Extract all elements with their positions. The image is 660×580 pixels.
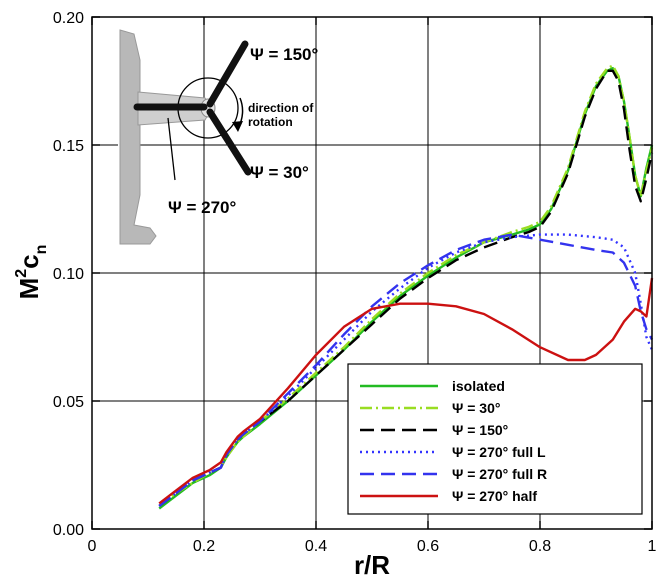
x-tick-label: 0 [88,538,97,555]
label-rotation-2: rotation [248,115,293,129]
blade-150 [206,40,249,108]
y-tick-label: 0.20 [53,10,84,27]
label-psi-150: Ψ = 150° [250,45,318,64]
x-tick-label: 0.6 [417,538,439,555]
y-tick-label: 0.15 [53,138,84,155]
legend-label: Ψ = 150° [452,422,508,438]
legend-label: isolated [452,378,505,394]
legend-label: Ψ = 30° [452,400,500,416]
series-line-1 [158,64,654,507]
y-tick-label: 0.05 [53,394,84,411]
legend-label: Ψ = 270° full R [452,466,547,482]
svg-text:M2cn: M2cn [13,245,50,300]
series-layer [158,64,654,510]
x-tick-label: 0.4 [305,538,327,555]
x-axis-label: r/R [354,550,390,580]
legend-label: Ψ = 270° half [452,488,537,504]
legend: isolated Ψ = 30° Ψ = 150° Ψ = 270° full L Ψ … [347,363,643,515]
x-tick-label: 1 [648,538,657,555]
y-tick-label: 0.00 [53,522,84,539]
fuselage-shape [119,29,157,245]
y-label-m: M [14,278,44,300]
x-tick-label: 0.8 [529,538,551,555]
x-tick-label: 0.2 [193,538,215,555]
y-label-c: c [14,254,44,268]
legend-box [347,363,643,515]
rotation-arrowhead [232,121,243,132]
y-label-sup: 2 [13,269,30,278]
axis-ticks: 0 0.2 0.4 0.6 0.8 1 0.00 0.05 0.10 0.15 0.20 [53,10,657,555]
inset-illustration: Ψ = 150° Ψ = 30° Ψ = 270° direction of r… [118,29,318,245]
pointer-270 [167,117,176,181]
legend-label: Ψ = 270° full L [452,444,546,460]
label-rotation-1: direction of [248,101,314,115]
series-line-5 [158,277,654,505]
y-label-sub: n [33,245,50,255]
label-psi-270: Ψ = 270° [168,198,236,217]
y-tick-label: 0.10 [53,266,84,283]
y-axis-label: M2cn [13,245,50,300]
label-psi-30: Ψ = 30° [250,163,309,182]
blade-30 [206,108,252,176]
